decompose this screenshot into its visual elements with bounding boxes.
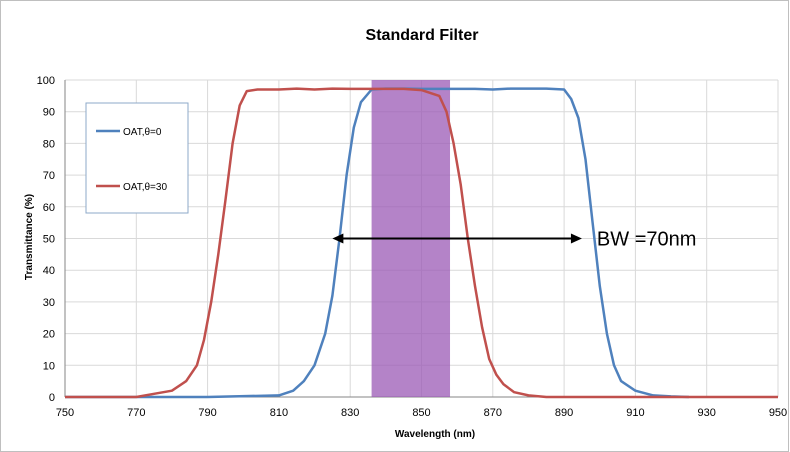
y-tick-label: 80: [43, 138, 55, 150]
x-tick-label: 770: [127, 407, 145, 419]
x-tick-label: 950: [769, 407, 787, 419]
y-tick-label: 0: [49, 392, 55, 404]
bandwidth-annotation: BW =70nm: [332, 229, 696, 251]
y-tick-label: 40: [43, 265, 55, 277]
series-lines: [65, 87, 778, 399]
chart-title: Standard Filter: [366, 27, 479, 44]
y-tick-label: 90: [43, 107, 55, 119]
x-tick-label: 870: [484, 407, 502, 419]
y-axis-label: Transmittance (%): [24, 194, 35, 280]
y-tick-label: 10: [43, 360, 55, 372]
legend-label: OAT,θ=0: [123, 127, 162, 138]
x-tick-label: 790: [198, 407, 216, 419]
bandwidth-label: BW =70nm: [597, 229, 696, 251]
legend-label: OAT,θ=30: [123, 182, 167, 193]
x-tick-label: 930: [698, 407, 716, 419]
arrowhead-right: [570, 233, 582, 244]
series-line-1: [65, 87, 689, 399]
x-axis-label: Wavelength (nm): [395, 429, 475, 440]
y-tick-label: 70: [43, 170, 55, 182]
y-tick-label: 100: [37, 75, 55, 87]
legend: OAT,θ=0 OAT,θ=30: [85, 102, 189, 214]
x-tick-label: 910: [626, 407, 644, 419]
arrowhead-left: [332, 233, 344, 244]
axis-ticks: 0 10 20 30 40 50 60 70 80 90 100 750 770 790 810 830 850…: [37, 75, 788, 419]
y-tick-label: 30: [43, 297, 55, 309]
legend-box: [85, 102, 189, 214]
x-tick-label: 850: [412, 407, 430, 419]
y-tick-label: 50: [43, 234, 55, 246]
y-tick-label: 20: [43, 329, 55, 341]
x-tick-label: 750: [56, 407, 74, 419]
y-tick-label: 60: [43, 202, 55, 214]
x-tick-label: 830: [341, 407, 359, 419]
x-tick-label: 890: [555, 407, 573, 419]
series-line-2: [65, 87, 778, 399]
x-tick-label: 810: [270, 407, 288, 419]
